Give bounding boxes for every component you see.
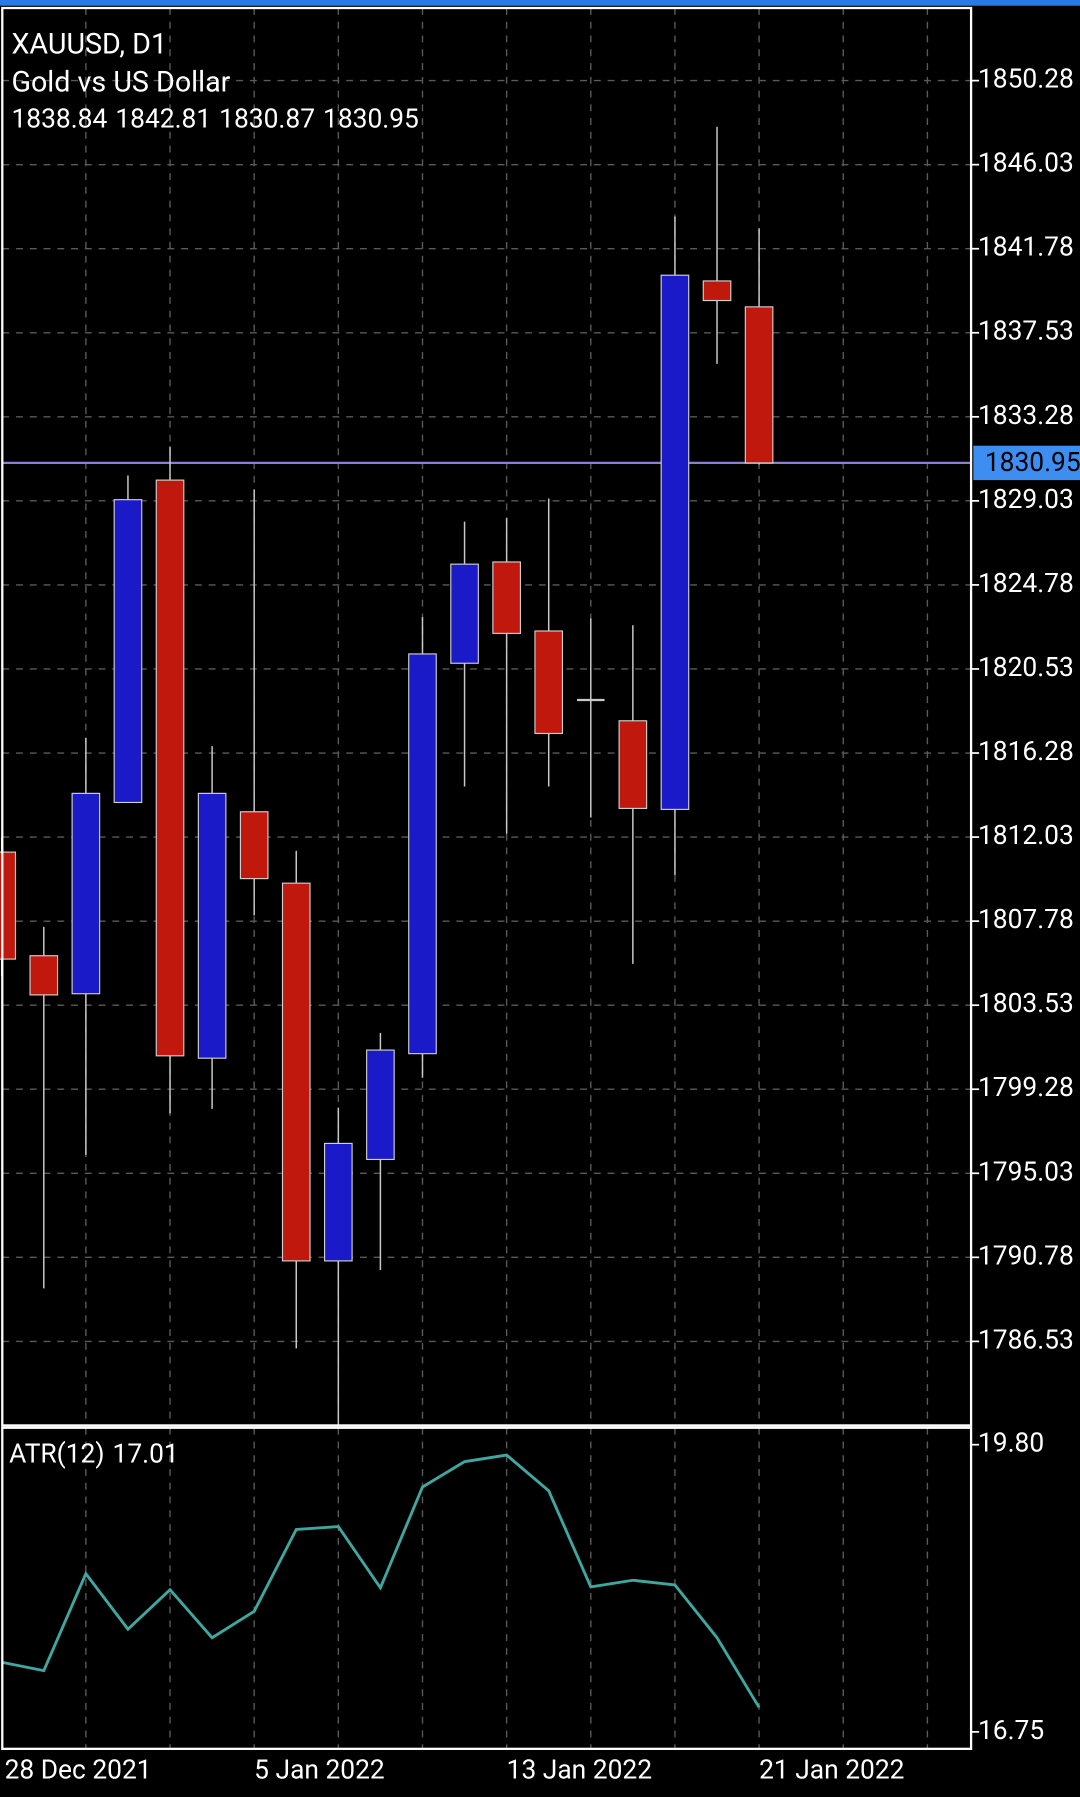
y-tick-label: 1786.53	[978, 1325, 1074, 1355]
y-tick-label: 1807.78	[978, 905, 1074, 935]
atr-line	[1, 1453, 761, 1709]
ohlc-low: 1830.87	[219, 104, 315, 134]
candle-body	[702, 280, 732, 302]
candle-body	[29, 955, 59, 996]
candle-body	[534, 630, 564, 735]
atr-frame	[1, 1426, 973, 1750]
candle-body	[281, 882, 311, 1262]
y-tick-label: 1816.28	[978, 737, 1074, 767]
y-tick-label: 1841.78	[978, 233, 1074, 263]
x-tick-label: 28 Dec 2021	[5, 1756, 152, 1786]
chart-subtitle: Gold vs US Dollar	[11, 64, 230, 98]
ohlc-open: 1838.84	[11, 104, 107, 134]
ohlc-readout: 1838.84 1842.81 1830.87 1830.95	[11, 104, 418, 134]
y-tick-label: 1799.28	[978, 1073, 1074, 1103]
price-label: 1830.95	[985, 448, 1080, 478]
candle-body	[155, 479, 185, 1057]
candle-body	[324, 1142, 353, 1262]
candle-body	[197, 792, 227, 1059]
atr-label: ATR(12) 17.01	[9, 1439, 179, 1469]
y-tick-label: 1850.28	[978, 65, 1074, 95]
y-tick-label: 1846.03	[978, 149, 1074, 179]
y-tick-label: 1820.53	[978, 653, 1074, 683]
y-tick-label: 1829.03	[978, 485, 1074, 515]
chart-title: XAUUSD, D1	[11, 26, 167, 60]
atr-name: ATR(12)	[9, 1439, 104, 1469]
y-tick-label: 1812.03	[978, 821, 1074, 851]
candle-body	[366, 1049, 395, 1161]
top-bar	[0, 0, 1080, 6]
candle-body	[618, 720, 648, 809]
candle-body	[408, 653, 437, 1055]
y-tick-label: 19.80	[978, 1429, 1044, 1459]
candle-body	[71, 792, 101, 995]
candle-body	[450, 563, 479, 664]
y-tick-label: 16.75	[978, 1716, 1044, 1746]
candle-body	[744, 306, 774, 464]
ohlc-high: 1842.81	[115, 104, 211, 134]
candle-body	[239, 811, 269, 880]
y-tick-label: 1795.03	[978, 1157, 1074, 1187]
y-tick-label: 1790.78	[978, 1241, 1074, 1271]
ohlc-close: 1830.95	[323, 104, 419, 134]
y-tick-label: 1837.53	[978, 317, 1074, 347]
y-tick-label: 1803.53	[978, 989, 1074, 1019]
candle-body	[113, 499, 143, 804]
x-tick-label: 5 Jan 2022	[254, 1756, 385, 1786]
price-label-box	[973, 445, 1080, 481]
candle-body	[660, 274, 690, 810]
x-tick-label: 13 Jan 2022	[507, 1756, 652, 1786]
marks	[0, 126, 972, 1709]
candle-body	[492, 561, 521, 634]
y-tick-label: 1833.28	[978, 401, 1074, 431]
x-tick-label: 21 Jan 2022	[759, 1756, 904, 1786]
price-frame	[1, 6, 973, 1427]
atr-value: 17.01	[113, 1439, 179, 1469]
y-tick-label: 1824.78	[978, 569, 1074, 599]
